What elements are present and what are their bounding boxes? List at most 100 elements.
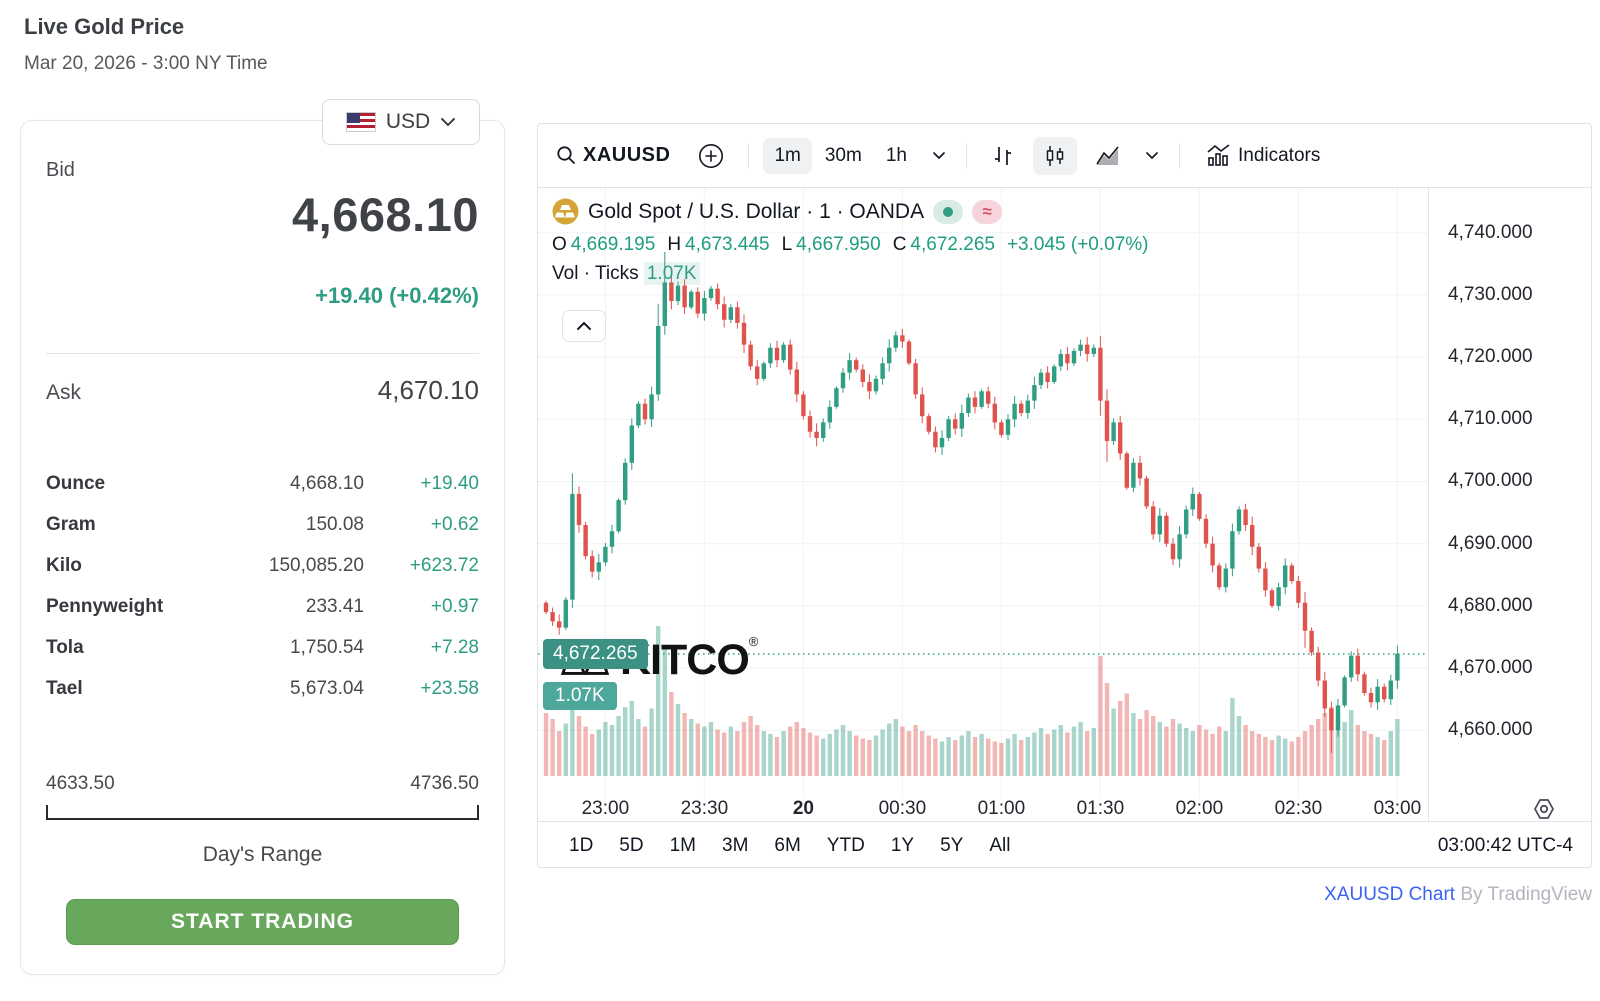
currency-label: USD bbox=[385, 110, 431, 133]
range-ytd[interactable]: YTD bbox=[826, 834, 865, 856]
day-range-low: 4633.50 bbox=[46, 773, 115, 794]
unit-row: Ounce 4,668.10 +19.40 bbox=[46, 473, 479, 514]
currency-selector[interactable]: USD bbox=[322, 99, 480, 145]
unit-conversion-table: Ounce 4,668.10 +19.40 Gram 150.08 +0.62 Kilo 15… bbox=[46, 473, 479, 719]
delayed-data-pill[interactable]: ≈ bbox=[972, 199, 1003, 224]
unit-value: 150.08 bbox=[305, 514, 364, 535]
unit-label: Ounce bbox=[46, 473, 106, 494]
day-range-label: Day's Range bbox=[202, 843, 323, 866]
gold-symbol-icon bbox=[552, 198, 579, 225]
time-axis-label: 20 bbox=[792, 798, 814, 819]
chart-style-bars-button[interactable] bbox=[981, 137, 1025, 175]
axis-separator bbox=[1428, 188, 1429, 821]
chart-style-area-button[interactable] bbox=[1085, 137, 1131, 175]
time-axis-label: 02:30 bbox=[1274, 798, 1323, 819]
price-axis-label: 4,700.000 bbox=[1448, 470, 1533, 492]
unit-value: 1,750.54 bbox=[290, 637, 364, 658]
unit-change: +7.28 bbox=[430, 637, 479, 658]
status-dot-icon bbox=[943, 206, 954, 217]
candle-change: +3.045 (+0.07%) bbox=[1006, 234, 1149, 255]
unit-label: Pennyweight bbox=[46, 596, 164, 617]
symbol-search-button[interactable]: XAUUSD bbox=[552, 137, 680, 174]
interval-1h[interactable]: 1h bbox=[885, 144, 907, 166]
unit-label: Tael bbox=[46, 678, 83, 699]
range-all[interactable]: All bbox=[989, 834, 1011, 856]
open-value: 4,669.195 bbox=[570, 234, 656, 255]
time-axis-label: 00:30 bbox=[878, 798, 927, 819]
plus-circle-icon bbox=[699, 143, 724, 168]
unit-change: +0.97 bbox=[430, 596, 479, 617]
price-axis-label: 4,670.000 bbox=[1448, 657, 1533, 679]
unit-label: Tola bbox=[46, 637, 84, 658]
open-label: O bbox=[552, 234, 567, 255]
unit-change: +19.40 bbox=[420, 473, 479, 494]
close-label: C bbox=[892, 234, 907, 255]
chart-style-candles-button[interactable] bbox=[1032, 136, 1077, 175]
chart-symbol-title[interactable]: Gold Spot / U.S. Dollar · 1 · OANDA bbox=[588, 199, 925, 223]
indicators-icon bbox=[1207, 143, 1230, 166]
ohlc-readout: O 4,669.195 H 4,673.445 L 4,667.950 C 4,672.… bbox=[552, 234, 1157, 256]
unit-change: +623.72 bbox=[409, 555, 479, 576]
interval-30m[interactable]: 30m bbox=[824, 144, 862, 166]
time-axis-label: 01:30 bbox=[1076, 798, 1125, 819]
last-price-tag: 4,672.265 bbox=[543, 639, 648, 669]
chart-style-menu-button[interactable] bbox=[1139, 144, 1165, 167]
range-1d[interactable]: 1D bbox=[569, 834, 594, 856]
interval-1m[interactable]: 1m bbox=[763, 137, 812, 174]
interval-group: 1m 30m 1h bbox=[763, 137, 918, 174]
compare-add-button[interactable] bbox=[688, 136, 734, 176]
legend-collapse-button[interactable] bbox=[562, 310, 606, 342]
page-title: Live Gold Price bbox=[24, 14, 185, 39]
unit-value: 4,668.10 bbox=[290, 473, 364, 494]
range-6m[interactable]: 6M bbox=[774, 834, 801, 856]
range-5y[interactable]: 5Y bbox=[940, 834, 964, 856]
price-axis-label: 4,660.000 bbox=[1448, 719, 1533, 741]
price-axis-label: 4,740.000 bbox=[1448, 221, 1533, 243]
chart-attribution: XAUUSD Chart By TradingView bbox=[537, 884, 1592, 906]
price-axis[interactable]: 4,740.000 4,730.000 4,720.000 4,710.000 4,70… bbox=[1428, 188, 1593, 798]
unit-label: Kilo bbox=[46, 555, 82, 576]
unit-row: Pennyweight 233.41 +0.97 bbox=[46, 596, 479, 637]
tradingview-chart-link[interactable]: XAUUSD Chart bbox=[1324, 884, 1456, 905]
last-volume-tag: 1.07K bbox=[543, 682, 617, 710]
bid-price: 4,668.10 bbox=[292, 188, 479, 241]
range-3m[interactable]: 3M bbox=[722, 834, 749, 856]
price-axis-label: 4,680.000 bbox=[1448, 594, 1533, 616]
indicators-button[interactable]: Indicators bbox=[1194, 136, 1330, 176]
start-trading-button[interactable]: START TRADING bbox=[66, 899, 459, 945]
candles-style-icon bbox=[1046, 145, 1064, 166]
volume-label: Vol · Ticks bbox=[552, 263, 639, 284]
price-axis-label: 4,690.000 bbox=[1448, 532, 1533, 554]
chevron-down-icon bbox=[1146, 152, 1158, 160]
page-datetime: Mar 20, 2026 - 3:00 NY Time bbox=[24, 53, 268, 74]
time-axis[interactable]: 23:00 23:30 20 00:30 01:00 01:30 02:00 02:30 03:… bbox=[538, 798, 1593, 821]
candlestick-plot[interactable] bbox=[538, 188, 1428, 798]
chart-panel: XAUUSD 1m 30m 1h bbox=[537, 123, 1593, 869]
chevron-down-icon bbox=[933, 152, 945, 160]
unit-change: +23.58 bbox=[420, 678, 479, 699]
ask-price: 4,670.10 bbox=[377, 375, 479, 405]
timezone-settings-icon[interactable] bbox=[1531, 796, 1557, 822]
range-selector-row: 1D 5D 1M 3M 6M YTD 1Y 5Y All 03:00:42 UTC-4 bbox=[538, 821, 1593, 869]
market-status-pill[interactable] bbox=[933, 199, 964, 224]
toolbar-separator bbox=[1178, 142, 1180, 169]
search-icon bbox=[557, 146, 575, 164]
chart-toolbar: XAUUSD 1m 30m 1h bbox=[538, 124, 1591, 188]
volume-readout: Vol · Ticks 1.07K bbox=[552, 262, 1157, 285]
time-axis-label: 23:30 bbox=[680, 798, 729, 819]
indicators-label: Indicators bbox=[1237, 144, 1321, 166]
range-1m[interactable]: 1M bbox=[669, 834, 696, 856]
chart-clock: 03:00:42 UTC-4 bbox=[1437, 834, 1573, 856]
symbol-search-label: XAUUSD bbox=[583, 144, 671, 166]
range-1y[interactable]: 1Y bbox=[890, 834, 915, 856]
unit-value: 5,673.04 bbox=[290, 678, 364, 699]
bid-label: Bid bbox=[46, 159, 75, 181]
day-range-bracket bbox=[46, 805, 479, 820]
interval-menu-button[interactable] bbox=[926, 144, 952, 167]
price-axis-label: 4,730.000 bbox=[1448, 283, 1533, 305]
range-5d[interactable]: 5D bbox=[619, 834, 644, 856]
area-style-icon bbox=[1096, 145, 1119, 165]
chevron-down-icon bbox=[441, 118, 456, 127]
